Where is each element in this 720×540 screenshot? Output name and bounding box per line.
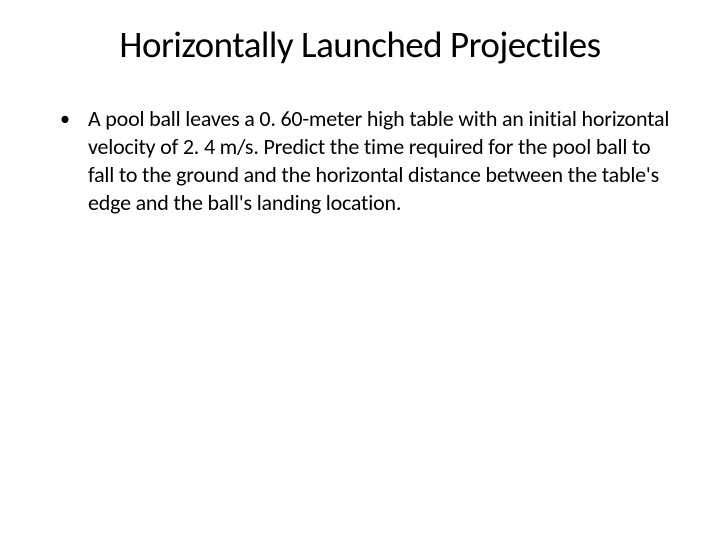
bullet-item: • A pool ball leaves a 0. 60-meter high … xyxy=(60,105,672,218)
slide-title: Horizontally Launched Projectiles xyxy=(0,0,720,67)
bullet-marker-icon: • xyxy=(60,105,88,132)
bullet-text: A pool ball leaves a 0. 60-meter high ta… xyxy=(88,105,672,218)
slide-container: Horizontally Launched Projectiles • A po… xyxy=(0,0,720,540)
slide-body: • A pool ball leaves a 0. 60-meter high … xyxy=(0,67,720,218)
